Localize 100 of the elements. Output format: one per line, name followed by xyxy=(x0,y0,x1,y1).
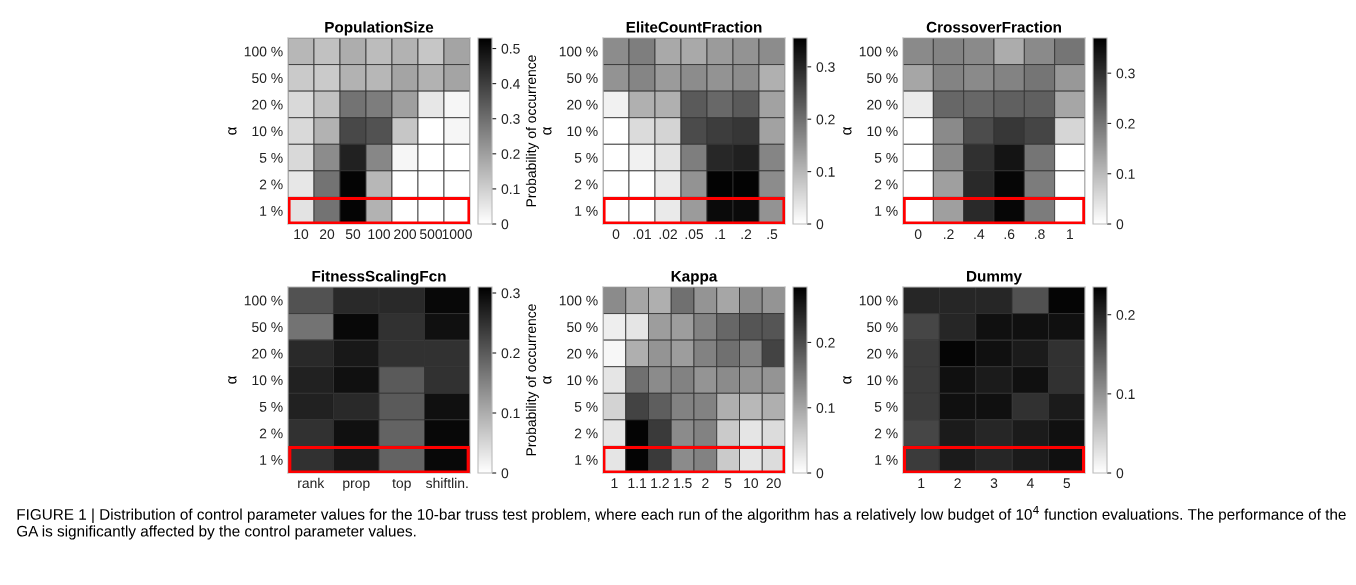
y-tick-label: 20 % xyxy=(867,348,898,359)
y-tick-label: 100 % xyxy=(559,46,598,57)
color-bar-label: 0.3 xyxy=(1116,68,1135,79)
y-tick-label: 20 % xyxy=(252,99,283,110)
y-tick-label: 10 % xyxy=(567,375,598,386)
color-bar-label: 0.2 xyxy=(816,337,835,348)
y-tick-label: 50 % xyxy=(252,322,283,333)
text: FIGURE 1 | Distribution of control parameter values for the 10-bar truss test problem, where each run of the algorithm has a relatively low budget of 10$^{4}$ function evaluations. The performance of the GA is significantly affected by the control parameter values. xyxy=(17,506,1346,540)
x-tick-label: 10 xyxy=(744,478,759,489)
x-tick-label: 200 xyxy=(394,229,417,240)
x-tick-label: .6 xyxy=(1004,229,1015,240)
color-bar-label: 0 xyxy=(816,468,824,479)
x-tick-label: .2 xyxy=(943,229,954,239)
x-tick-label: top xyxy=(392,478,411,491)
x-tick-label: 0 xyxy=(914,229,922,240)
y-tick-label: 1 % xyxy=(575,206,598,216)
x-tick-label: .8 xyxy=(1034,229,1045,240)
color-bar-label: 0.3 xyxy=(816,62,835,72)
color-bar-label: 0.2 xyxy=(816,114,835,125)
y-tick-label: 10 % xyxy=(867,375,898,386)
x-tick-label: .05 xyxy=(685,229,704,240)
y-tick-label: 50 % xyxy=(867,73,898,84)
x-tick-label: rank xyxy=(298,477,325,489)
chart-title: EliteCountFraction xyxy=(626,21,762,33)
y-tick-label: 100 % xyxy=(859,295,898,306)
color-bar-label: 0.2 xyxy=(1116,118,1135,129)
chart-title: PopulationSize xyxy=(325,21,434,36)
x-tick-label: 1000 xyxy=(442,229,472,240)
chart-title: FitnessScalingFcn xyxy=(312,270,446,285)
x-tick-label: 4 xyxy=(1026,478,1034,488)
y-tick-label: 2 % xyxy=(874,428,898,439)
y-tick-label: 2 % xyxy=(874,179,898,190)
y-tick-label: 5 % xyxy=(574,152,598,163)
x-tick-label: .02 xyxy=(659,229,677,240)
y-tick-label: 1 % xyxy=(575,455,598,465)
color-bar-label: 0.1 xyxy=(1116,389,1135,400)
x-tick-label: 1 xyxy=(1067,229,1074,239)
x-tick-label: .1 xyxy=(715,229,726,239)
color-bar-label: 0.2 xyxy=(501,348,520,359)
y-tick-label: 50 % xyxy=(252,73,283,84)
chart-title: Kappa xyxy=(671,270,718,285)
color-bar-label: 0.1 xyxy=(816,403,835,413)
x-tick-label: 1 xyxy=(918,478,925,488)
y-tick-label: 1 % xyxy=(260,206,283,216)
x-tick-label: 1.5 xyxy=(674,478,692,489)
y-tick-label: 2 % xyxy=(259,179,283,190)
y-tick-label: 100 % xyxy=(859,46,898,57)
color-bar-label: 0.5 xyxy=(501,43,520,54)
color-bar-label: 0 xyxy=(816,219,824,230)
color-bar-label: 0 xyxy=(501,219,509,230)
y-tick-label: 10 % xyxy=(567,126,598,137)
x-tick-label: 20 xyxy=(319,229,335,240)
color-bar-title: Probability of occurrence xyxy=(525,304,539,456)
x-tick-label: 0 xyxy=(612,229,620,240)
y-tick-label: 50 % xyxy=(867,322,898,333)
color-bar-label: 0.3 xyxy=(501,114,520,124)
y-tick-label: 1 % xyxy=(875,206,898,216)
y-tick-label: 1 % xyxy=(875,455,898,465)
x-tick-label: 50 xyxy=(345,229,361,240)
color-bar-label: 0 xyxy=(1116,468,1124,479)
x-tick-label: 1.2 xyxy=(651,478,669,488)
color-bar-label: 0.2 xyxy=(1116,310,1135,320)
y-tick-label: 1 % xyxy=(260,455,283,465)
y-tick-label: 2 % xyxy=(259,428,283,439)
x-tick-label: 500 xyxy=(419,229,443,240)
color-bar-label: 0.4 xyxy=(501,78,520,89)
x-tick-label: .4 xyxy=(974,229,985,239)
color-bar-label: 0.3 xyxy=(501,288,520,299)
y-axis-title: α xyxy=(228,127,237,135)
y-tick-label: 5 % xyxy=(874,152,898,163)
color-bar-title: Probability of occurrence xyxy=(525,55,539,207)
color-bar-label: 0.1 xyxy=(816,166,835,177)
color-bar-label: 0.1 xyxy=(501,184,520,195)
x-tick-label: 1 xyxy=(611,478,618,488)
y-tick-label: 20 % xyxy=(567,99,598,110)
y-tick-label: 20 % xyxy=(252,348,283,359)
x-tick-label: 5 xyxy=(1063,478,1071,489)
y-tick-label: 20 % xyxy=(867,99,898,110)
x-tick-label: 1.1 xyxy=(628,478,647,488)
chart-title: Dummy xyxy=(967,270,1022,285)
y-tick-label: 100 % xyxy=(559,295,598,306)
chart-title: CrossoverFraction xyxy=(926,21,1061,33)
x-tick-label: 20 xyxy=(766,478,781,489)
y-tick-label: 50 % xyxy=(567,73,598,84)
y-axis-title: α xyxy=(228,376,237,384)
color-bar-label: 0 xyxy=(1116,219,1124,230)
y-axis-title: α xyxy=(543,127,552,135)
x-tick-label: .2 xyxy=(741,229,752,239)
x-tick-label: 10 xyxy=(294,229,309,240)
x-tick-label: 3 xyxy=(990,478,998,489)
color-bar-label: 0.1 xyxy=(1116,169,1135,179)
y-tick-label: 5 % xyxy=(259,152,283,163)
x-tick-label: shiftlin. xyxy=(426,477,468,489)
y-tick-label: 100 % xyxy=(244,295,283,306)
color-bar-label: 0.2 xyxy=(501,149,520,159)
y-tick-label: 50 % xyxy=(567,322,598,333)
x-tick-label: 2 xyxy=(954,478,961,488)
x-tick-label: .5 xyxy=(767,229,778,240)
y-axis-title: α xyxy=(843,127,852,135)
x-tick-label: 5 xyxy=(724,478,732,489)
